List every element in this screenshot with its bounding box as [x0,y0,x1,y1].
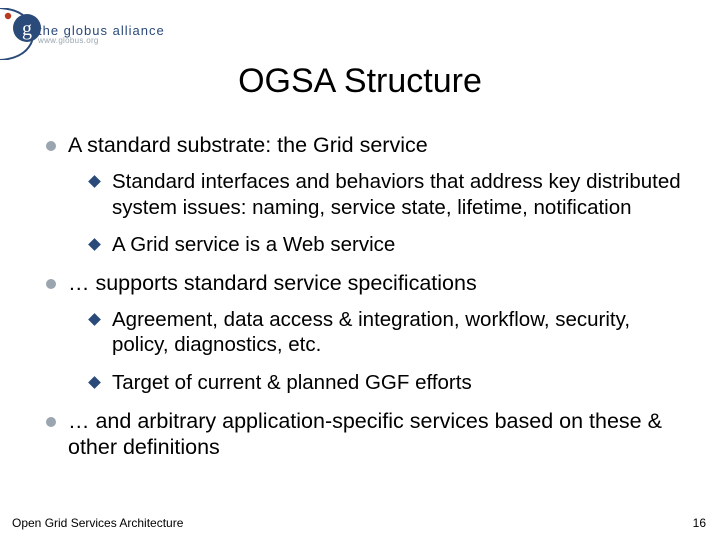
list-subitem: Standard interfaces and behaviors that a… [90,169,686,220]
list-subitem: Target of current & planned GGF efforts [90,370,686,396]
bullet-circle-icon [46,279,56,289]
list-subitem: Agreement, data access & integration, wo… [90,307,686,358]
list-subitem-text: A Grid service is a Web service [112,232,686,258]
logo-curve-icon: g [0,8,42,60]
bullet-diamond-icon [88,376,101,389]
list-subitem-text: Agreement, data access & integration, wo… [112,307,686,358]
logo: g the globus alliance www.globus.org [0,8,165,60]
bullet-diamond-icon [88,313,101,326]
bullet-diamond-icon [88,175,101,188]
list-item: … and arbitrary application-specific ser… [46,408,686,462]
list-subitem-text: Target of current & planned GGF efforts [112,370,686,396]
content-body: A standard substrate: the Grid service S… [46,132,686,469]
logo-initial: g [22,18,32,40]
page-title: OGSA Structure [0,62,720,101]
list-item: … supports standard service specificatio… [46,270,686,396]
page-number: 16 [693,516,706,530]
bullet-diamond-icon [88,238,101,251]
logo-text-group: the globus alliance www.globus.org [38,23,165,45]
footer-text: Open Grid Services Architecture [12,516,183,530]
list-subitem: A Grid service is a Web service [90,232,686,258]
bullet-circle-icon [46,417,56,427]
list-item: A standard substrate: the Grid service S… [46,132,686,258]
list-subitem-text: Standard interfaces and behaviors that a… [112,169,686,220]
list-item-text: A standard substrate: the Grid service [68,132,686,159]
bullet-circle-icon [46,141,56,151]
list-item-text: … supports standard service specificatio… [68,270,686,297]
list-item-text: … and arbitrary application-specific ser… [68,408,686,462]
